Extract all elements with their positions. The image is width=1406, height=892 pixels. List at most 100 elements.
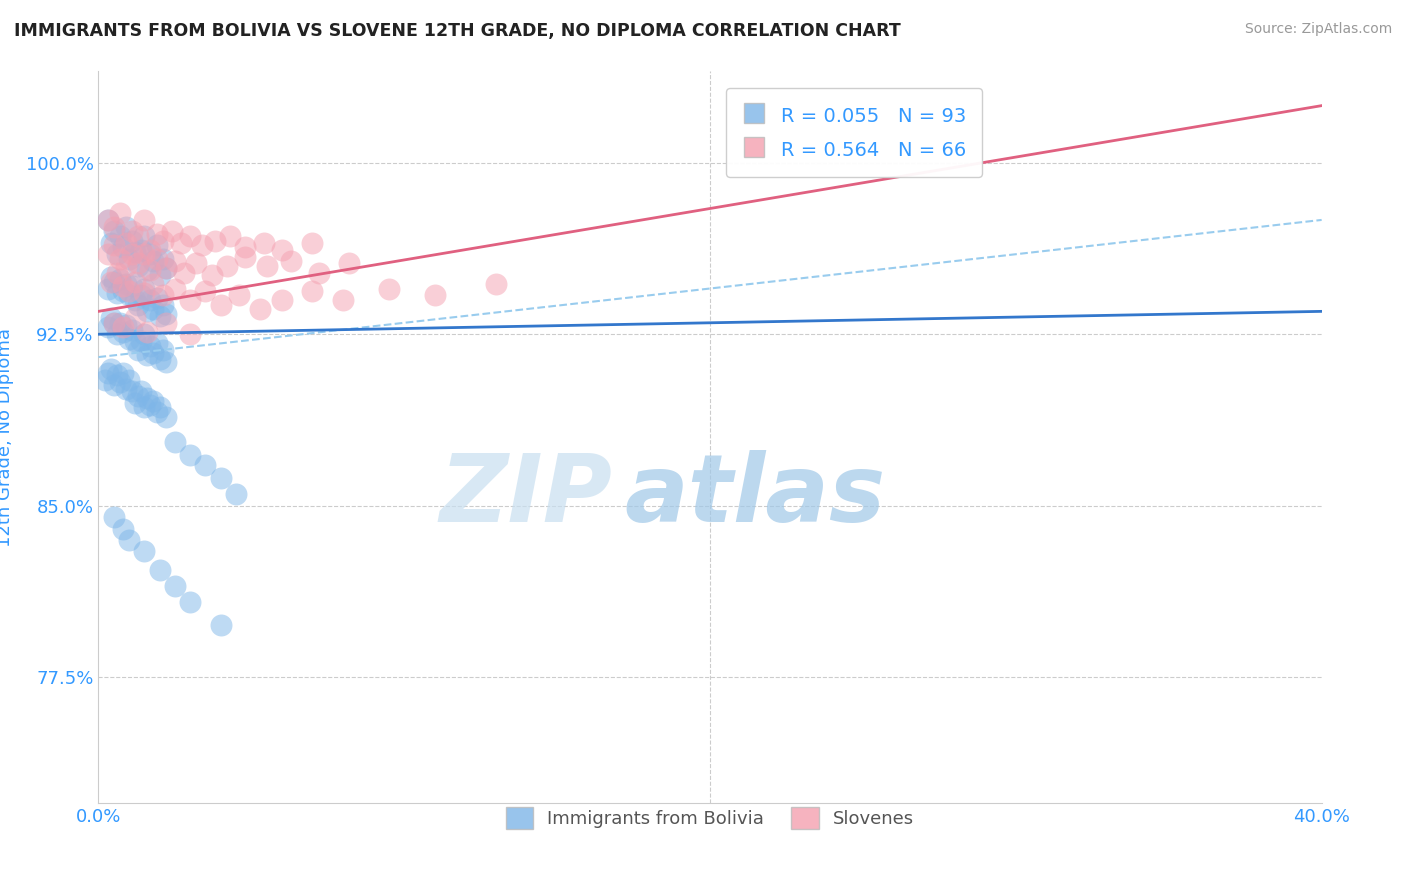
Point bbox=[142, 393, 165, 408]
Point bbox=[111, 284, 134, 298]
Point bbox=[209, 617, 232, 632]
Point bbox=[127, 343, 149, 358]
Point bbox=[118, 284, 141, 298]
Point bbox=[108, 206, 131, 220]
Point bbox=[129, 288, 152, 302]
Point bbox=[136, 304, 159, 318]
Text: IMMIGRANTS FROM BOLIVIA VS SLOVENE 12TH GRADE, NO DIPLOMA CORRELATION CHART: IMMIGRANTS FROM BOLIVIA VS SLOVENE 12TH … bbox=[14, 22, 901, 40]
Point bbox=[100, 311, 122, 326]
Point bbox=[111, 279, 134, 293]
Point bbox=[111, 366, 134, 380]
Point bbox=[136, 348, 159, 362]
Point bbox=[173, 265, 195, 279]
Point bbox=[108, 375, 131, 389]
Point bbox=[103, 316, 125, 330]
Point bbox=[142, 345, 165, 359]
Point bbox=[301, 284, 323, 298]
Point bbox=[103, 238, 125, 252]
Text: ZIP: ZIP bbox=[439, 450, 612, 541]
Point bbox=[219, 228, 242, 243]
Point bbox=[179, 448, 201, 462]
Point bbox=[118, 288, 141, 302]
Point bbox=[252, 235, 274, 250]
Point bbox=[111, 240, 134, 254]
Point bbox=[124, 275, 146, 289]
Point bbox=[145, 227, 167, 241]
Point bbox=[145, 252, 167, 266]
Point bbox=[270, 293, 292, 307]
Point bbox=[308, 265, 330, 279]
Point bbox=[134, 286, 156, 301]
Point bbox=[121, 323, 143, 337]
Point bbox=[225, 487, 247, 501]
Point bbox=[163, 254, 186, 268]
Point bbox=[111, 521, 134, 535]
Point bbox=[118, 252, 141, 266]
Point bbox=[149, 309, 172, 323]
Point bbox=[228, 288, 250, 302]
Point bbox=[179, 594, 201, 608]
Point bbox=[160, 224, 183, 238]
Point bbox=[145, 405, 167, 419]
Point bbox=[142, 301, 165, 316]
Point bbox=[152, 343, 174, 358]
Point bbox=[249, 301, 271, 316]
Point bbox=[134, 401, 156, 415]
Text: Source: ZipAtlas.com: Source: ZipAtlas.com bbox=[1244, 22, 1392, 37]
Point bbox=[134, 247, 156, 261]
Point bbox=[209, 297, 232, 311]
Point bbox=[115, 382, 138, 396]
Point bbox=[100, 235, 122, 250]
Point bbox=[124, 396, 146, 410]
Point bbox=[97, 366, 120, 380]
Point bbox=[149, 268, 172, 282]
Point bbox=[134, 281, 156, 295]
Point bbox=[121, 224, 143, 238]
Point bbox=[155, 260, 177, 275]
Point bbox=[103, 510, 125, 524]
Point bbox=[139, 247, 162, 261]
Point bbox=[127, 389, 149, 403]
Point bbox=[111, 325, 134, 339]
Point bbox=[93, 373, 115, 387]
Point bbox=[127, 297, 149, 311]
Point bbox=[204, 234, 226, 248]
Point bbox=[194, 458, 217, 472]
Point bbox=[134, 544, 156, 558]
Point bbox=[97, 320, 120, 334]
Point bbox=[134, 228, 156, 243]
Point bbox=[127, 256, 149, 270]
Point bbox=[233, 250, 256, 264]
Point bbox=[129, 334, 152, 348]
Point bbox=[121, 384, 143, 399]
Point bbox=[136, 391, 159, 405]
Point bbox=[179, 293, 201, 307]
Point bbox=[103, 316, 125, 330]
Point bbox=[186, 256, 208, 270]
Point bbox=[332, 293, 354, 307]
Point bbox=[149, 352, 172, 367]
Point bbox=[191, 238, 214, 252]
Point bbox=[100, 275, 122, 289]
Point bbox=[105, 327, 128, 342]
Point bbox=[149, 563, 172, 577]
Point bbox=[100, 361, 122, 376]
Point bbox=[142, 277, 165, 291]
Point bbox=[103, 219, 125, 234]
Point bbox=[105, 286, 128, 301]
Point bbox=[280, 254, 302, 268]
Point bbox=[103, 275, 125, 289]
Point bbox=[209, 471, 232, 485]
Point bbox=[105, 247, 128, 261]
Point bbox=[108, 272, 131, 286]
Point bbox=[121, 279, 143, 293]
Point bbox=[163, 281, 186, 295]
Point bbox=[139, 398, 162, 412]
Point bbox=[115, 219, 138, 234]
Point bbox=[97, 213, 120, 227]
Point bbox=[337, 256, 360, 270]
Point bbox=[256, 259, 278, 273]
Point bbox=[145, 336, 167, 351]
Point bbox=[485, 277, 508, 291]
Point bbox=[152, 288, 174, 302]
